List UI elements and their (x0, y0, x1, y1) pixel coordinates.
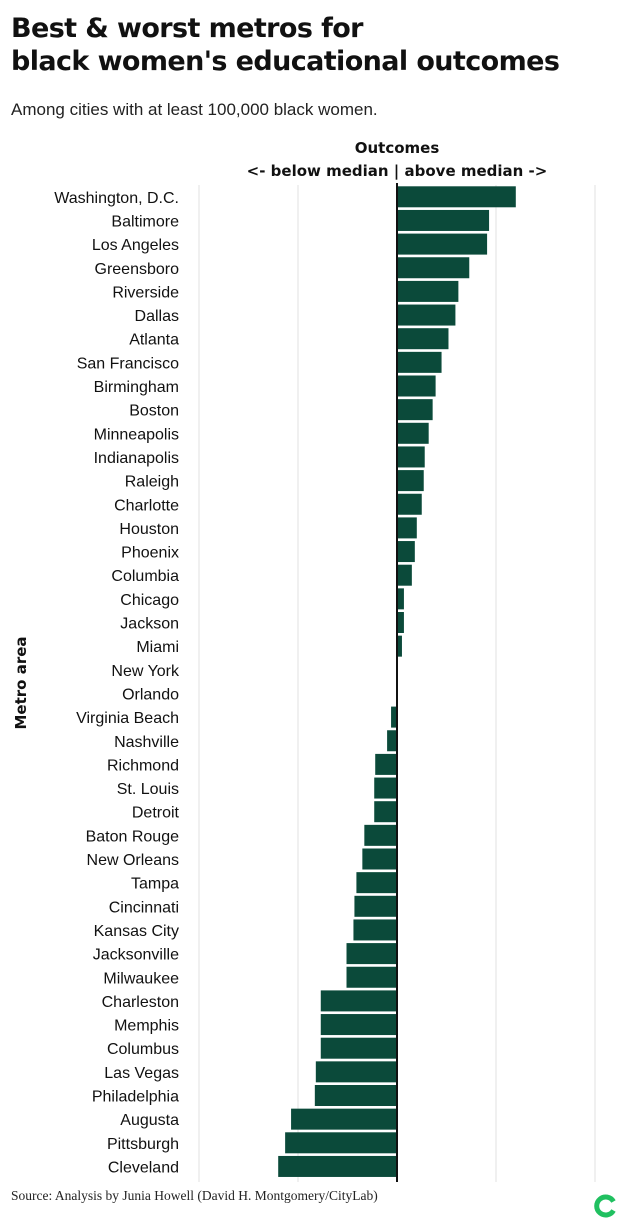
bar (374, 801, 397, 823)
chart-subtitle: Among cities with at least 100,000 black… (11, 100, 378, 119)
bar (397, 517, 417, 539)
category-label: Minneapolis (94, 426, 179, 443)
bar (397, 564, 412, 586)
bar (397, 612, 404, 633)
category-label: Boston (129, 403, 179, 420)
category-label: St. Louis (117, 781, 179, 798)
bar (314, 1085, 397, 1106)
category-label: Milwaukee (103, 970, 179, 987)
bar (397, 541, 415, 563)
category-label: Baton Rouge (86, 828, 180, 845)
title-line-1: Best & worst metros for (11, 13, 364, 44)
category-label: Tampa (131, 876, 179, 893)
bar (397, 233, 488, 255)
category-label: Dallas (135, 308, 179, 325)
bar (315, 1061, 397, 1083)
bar (387, 730, 397, 752)
category-label: Los Angeles (92, 237, 179, 254)
category-label: Cleveland (108, 1159, 179, 1176)
citylab-logo-icon (594, 1194, 616, 1218)
bar (397, 470, 424, 492)
category-label: Chicago (120, 592, 179, 609)
title-line-2: black women's educational outcomes (11, 46, 560, 77)
y-axis-label: Metro area (12, 636, 30, 729)
bar (346, 943, 397, 965)
category-label: Las Vegas (104, 1065, 179, 1082)
bar (346, 966, 397, 988)
category-label: Greensboro (95, 261, 180, 278)
category-label: Nashville (114, 734, 179, 751)
category-label: Columbus (107, 1041, 179, 1058)
category-label: Baltimore (111, 213, 179, 230)
bar (397, 280, 459, 302)
category-label: Philadelphia (92, 1089, 179, 1106)
category-label: Charleston (102, 994, 179, 1011)
bar (397, 257, 470, 279)
category-label: Phoenix (121, 545, 179, 562)
category-label: Richmond (107, 757, 179, 774)
category-label: Riverside (112, 284, 179, 301)
bar (397, 446, 425, 468)
category-label: Indianapolis (94, 450, 179, 467)
chart-title: Best & worst metros for black women's ed… (11, 12, 611, 78)
category-label: New Orleans (87, 852, 179, 869)
category-label: San Francisco (77, 355, 179, 372)
bar (397, 422, 429, 444)
bars (278, 186, 516, 1177)
source-note: Source: Analysis by Junia Howell (David … (11, 1188, 378, 1203)
category-label: Washington, D.C. (54, 190, 179, 207)
bar (353, 919, 397, 941)
category-label: Augusta (120, 1112, 179, 1129)
axis-title-line-2: <- below median | above median -> (247, 162, 548, 181)
bar (375, 753, 397, 775)
bar (397, 186, 516, 208)
bar (397, 635, 402, 657)
category-label: Jackson (120, 616, 179, 633)
category-label: Raleigh (125, 474, 179, 491)
bar (374, 777, 397, 799)
category-label: Memphis (114, 1018, 179, 1035)
category-label: Virginia Beach (76, 710, 179, 727)
gridlines (198, 185, 596, 1182)
bar (391, 706, 397, 728)
bar (397, 375, 436, 397)
axis-title-line-1: Outcomes (355, 139, 440, 157)
category-label: Detroit (132, 805, 180, 822)
category-label: Charlotte (114, 497, 179, 514)
category-label: Columbia (111, 568, 179, 585)
category-labels: Washington, D.C. Baltimore Los Angeles Gree… (54, 190, 180, 1177)
category-label: New York (111, 663, 180, 680)
category-label: Pittsburgh (107, 1136, 179, 1153)
bar (397, 209, 490, 231)
bar (362, 848, 397, 870)
bar (320, 1037, 397, 1059)
bar (397, 351, 442, 373)
bar (320, 990, 397, 1012)
bar (354, 895, 397, 917)
bar (397, 588, 404, 610)
bar (320, 1014, 397, 1036)
category-label: Kansas City (94, 923, 179, 940)
bar (397, 399, 433, 421)
category-label: Houston (119, 521, 179, 538)
bar (278, 1155, 397, 1177)
bar (397, 493, 422, 515)
bar (364, 824, 397, 846)
bar (397, 328, 449, 350)
category-label: Atlanta (129, 332, 179, 349)
bar (291, 1108, 397, 1130)
category-label: Jacksonville (93, 947, 179, 964)
bar (397, 304, 456, 326)
bar (356, 872, 397, 894)
category-label: Miami (136, 639, 179, 656)
category-label: Cincinnati (109, 899, 179, 916)
category-label: Birmingham (94, 379, 179, 396)
bar (285, 1132, 397, 1154)
category-label: Orlando (122, 686, 179, 703)
